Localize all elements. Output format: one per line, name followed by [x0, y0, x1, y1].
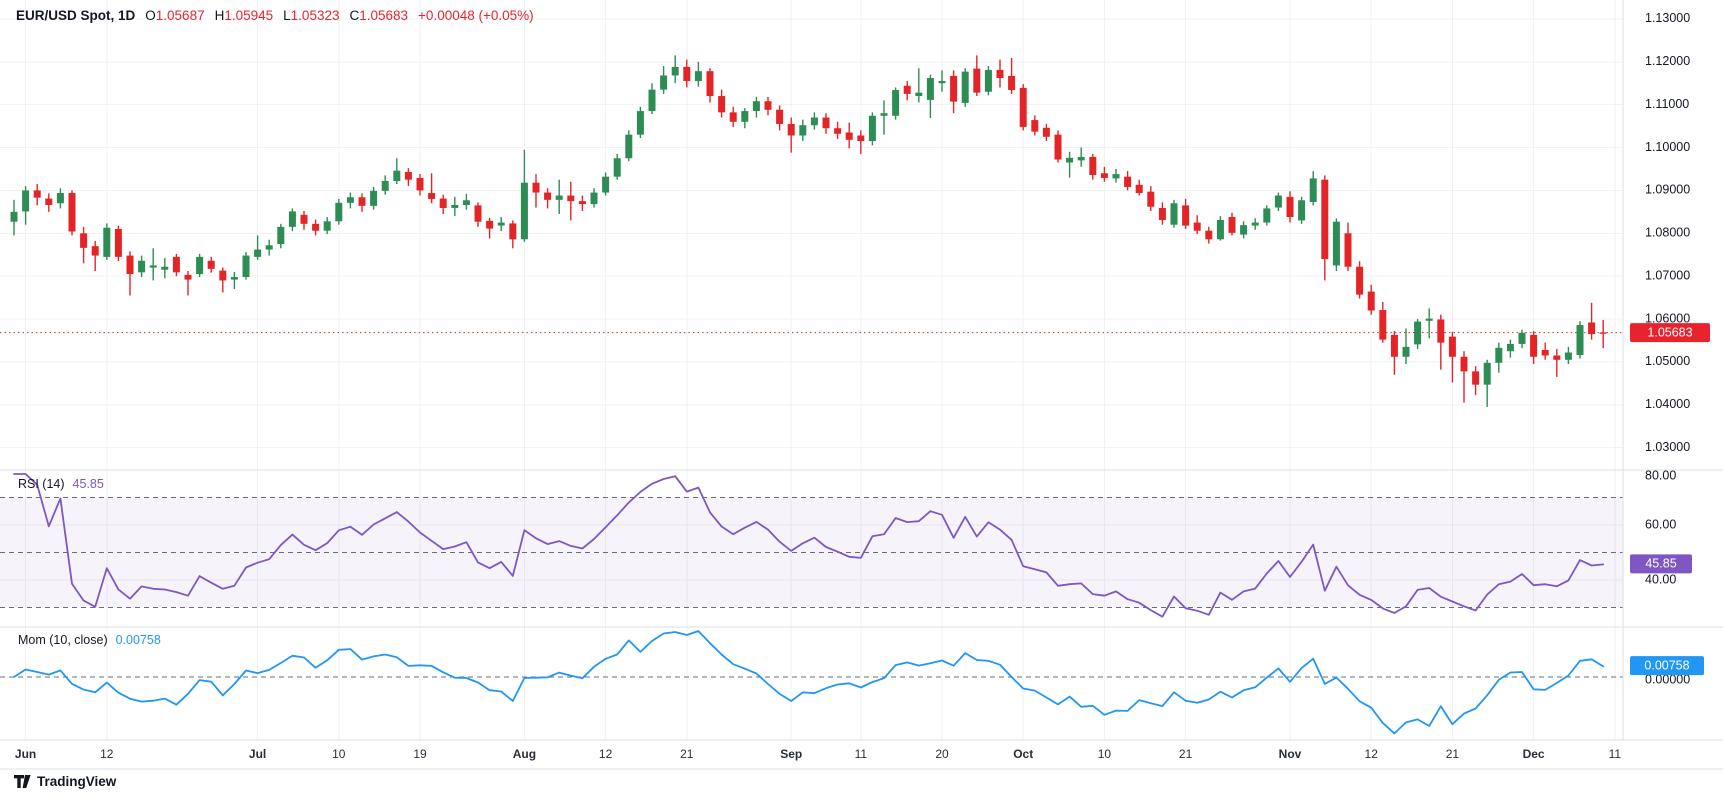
ohlc-high: H1.05945: [214, 8, 274, 23]
svg-text:1.08000: 1.08000: [1645, 226, 1690, 240]
svg-text:Dec: Dec: [1523, 747, 1545, 761]
svg-text:Jul: Jul: [249, 747, 266, 761]
svg-text:1.12000: 1.12000: [1645, 54, 1690, 68]
tradingview-logo-icon: [14, 775, 31, 788]
symbol-header: EUR/USD Spot, 1D O1.05687 H1.05945 L1.05…: [16, 8, 534, 23]
svg-text:11: 11: [855, 747, 868, 761]
change-readout: +0.00048 (+0.05%): [418, 8, 534, 23]
svg-text:Aug: Aug: [513, 747, 536, 761]
svg-text:12: 12: [100, 747, 114, 761]
svg-text:10: 10: [1098, 747, 1112, 761]
svg-text:Nov: Nov: [1279, 747, 1302, 761]
svg-text:1.13000: 1.13000: [1645, 11, 1690, 25]
svg-text:1.07000: 1.07000: [1645, 268, 1690, 282]
candlesticks: [10, 55, 1607, 407]
svg-text:0.00000: 0.00000: [1645, 672, 1690, 686]
ohlc-close: C1.05683: [349, 8, 409, 23]
svg-text:1.03000: 1.03000: [1645, 440, 1690, 454]
momentum-title[interactable]: Mom (10, close): [18, 633, 108, 647]
momentum-pane-label: Mom (10, close) 0.00758: [18, 633, 161, 647]
svg-text:80.00: 80.00: [1645, 468, 1676, 482]
svg-text:1.06000: 1.06000: [1645, 311, 1690, 325]
ohlc-low: L1.05323: [283, 8, 340, 23]
svg-text:1.05683: 1.05683: [1647, 325, 1692, 339]
symbol-title[interactable]: EUR/USD Spot, 1D: [16, 8, 136, 23]
svg-text:1.04000: 1.04000: [1645, 397, 1690, 411]
rsi-value: 45.85: [72, 477, 104, 491]
svg-text:21: 21: [1179, 747, 1193, 761]
svg-text:1.05000: 1.05000: [1645, 354, 1690, 368]
svg-text:Oct: Oct: [1013, 747, 1033, 761]
svg-text:11: 11: [1609, 747, 1622, 761]
svg-text:1.10000: 1.10000: [1645, 140, 1690, 154]
svg-text:40.00: 40.00: [1645, 572, 1676, 586]
svg-text:12: 12: [599, 747, 613, 761]
svg-text:45.85: 45.85: [1645, 557, 1676, 571]
svg-text:0.00758: 0.00758: [1644, 658, 1689, 672]
svg-text:21: 21: [1446, 747, 1460, 761]
ohlc-open: O1.05687: [145, 8, 205, 23]
tradingview-logo-text: TradingView: [37, 774, 117, 789]
svg-text:1.11000: 1.11000: [1645, 97, 1689, 111]
rsi-title[interactable]: RSI (14): [18, 477, 65, 491]
svg-text:60.00: 60.00: [1645, 517, 1676, 531]
svg-text:21: 21: [680, 747, 694, 761]
svg-text:1.09000: 1.09000: [1645, 183, 1690, 197]
svg-text:12: 12: [1365, 747, 1379, 761]
svg-text:19: 19: [413, 747, 427, 761]
svg-text:Jun: Jun: [15, 747, 36, 761]
momentum-value: 0.00758: [115, 633, 161, 647]
rsi-pane-label: RSI (14) 45.85: [18, 477, 104, 491]
svg-text:Sep: Sep: [780, 747, 802, 761]
tradingview-attribution[interactable]: TradingView: [14, 774, 116, 789]
svg-text:20: 20: [935, 747, 949, 761]
svg-text:10: 10: [332, 747, 346, 761]
